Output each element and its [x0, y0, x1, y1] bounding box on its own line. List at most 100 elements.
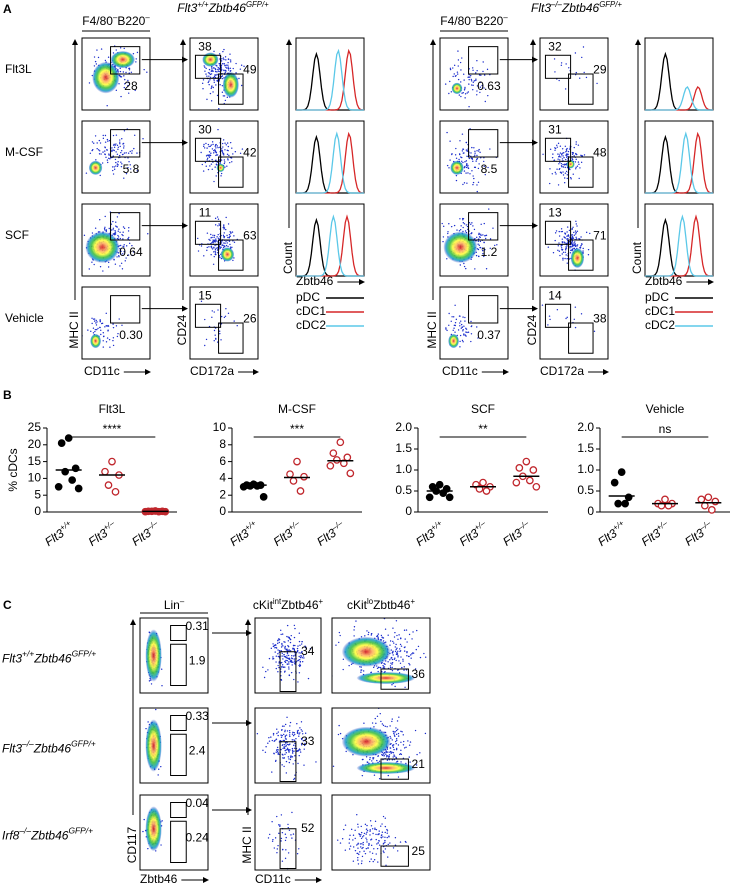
event-dot	[235, 151, 236, 152]
event-dot	[304, 748, 305, 749]
data-point	[301, 474, 307, 480]
event-dot	[542, 154, 543, 155]
text-part: –	[180, 597, 185, 606]
event-dot	[477, 191, 478, 192]
event-dot	[363, 842, 364, 843]
event-dot	[125, 72, 126, 73]
event-dot	[208, 144, 209, 145]
event-dot	[392, 659, 393, 660]
y-tick-label: 8	[219, 437, 226, 451]
event-dot	[349, 848, 350, 849]
data-point	[112, 489, 118, 495]
data-point	[65, 435, 71, 441]
event-dot	[460, 320, 461, 321]
event-dot	[388, 835, 389, 836]
x-tick-label: Flt3+/–	[456, 518, 491, 549]
event-dot	[364, 833, 365, 834]
event-dot	[208, 155, 209, 156]
event-dot	[289, 762, 290, 763]
event-dot	[368, 634, 369, 635]
event-dot	[105, 157, 106, 158]
event-dot	[218, 70, 219, 71]
event-dot	[96, 49, 97, 50]
event-dot	[385, 832, 386, 833]
event-dot	[377, 637, 378, 638]
event-dot	[204, 70, 205, 71]
event-dot	[575, 221, 576, 222]
event-dot	[212, 241, 213, 242]
event-dot	[211, 237, 212, 238]
axis-label: CD11c	[255, 872, 291, 886]
text-part: Zbtb46	[208, 1, 247, 15]
event-dot	[212, 144, 213, 145]
event-dot	[462, 340, 463, 341]
event-dot	[425, 657, 426, 658]
event-dot	[392, 745, 393, 746]
event-dot	[575, 327, 576, 328]
event-dot	[478, 163, 479, 164]
event-dot	[561, 65, 562, 66]
event-dot	[218, 223, 219, 224]
event-dot	[109, 339, 110, 340]
panel-label: A	[3, 2, 12, 16]
event-dot	[404, 747, 405, 748]
event-dot	[99, 327, 100, 328]
event-dot	[288, 636, 289, 637]
event-dot	[103, 138, 104, 139]
event-dot	[287, 663, 288, 664]
event-dot	[388, 775, 389, 776]
event-dot	[451, 91, 452, 92]
event-dot	[458, 329, 459, 330]
column-header: cKitloZbtb46+	[347, 597, 415, 613]
event-dot	[280, 634, 281, 635]
event-dot	[558, 80, 559, 81]
event-dot	[404, 630, 405, 631]
event-dot	[349, 835, 350, 836]
event-dot	[299, 641, 300, 642]
event-dot	[109, 140, 110, 141]
event-dot	[357, 857, 358, 858]
event-dot	[374, 859, 375, 860]
event-dot	[212, 141, 213, 142]
event-dot	[561, 166, 562, 167]
axis-label: Count	[281, 241, 295, 274]
event-dot	[383, 753, 384, 754]
event-dot	[96, 329, 97, 330]
event-dot	[227, 158, 228, 159]
event-dot	[468, 332, 469, 333]
event-dot	[269, 834, 270, 835]
event-dot	[561, 163, 562, 164]
event-dot	[570, 252, 571, 253]
event-dot	[383, 637, 384, 638]
event-dot	[223, 247, 224, 248]
event-dot	[302, 730, 303, 731]
event-dot	[157, 774, 158, 775]
axis-label: CD24	[175, 314, 189, 345]
event-dot	[210, 77, 211, 78]
event-dot	[221, 58, 222, 59]
event-dot	[478, 182, 479, 183]
x-tick-label: Flt3+/–	[638, 518, 673, 549]
event-dot	[397, 654, 398, 655]
event-dot	[452, 67, 453, 68]
event-dot	[463, 218, 464, 219]
event-dot	[565, 167, 566, 168]
event-dot	[358, 863, 359, 864]
event-dot	[562, 158, 563, 159]
event-dot	[392, 739, 393, 740]
event-dot	[155, 709, 156, 710]
x-tick-label: Flt3+/+	[412, 518, 447, 549]
event-dot	[476, 94, 477, 95]
event-dot	[367, 830, 368, 831]
event-dot	[107, 139, 108, 140]
event-dot	[276, 752, 277, 753]
event-dot	[458, 79, 459, 80]
event-dot	[389, 756, 390, 757]
event-dot	[470, 75, 471, 76]
event-dot	[225, 72, 226, 73]
event-dot	[282, 745, 283, 746]
group-header: Flt3–/–Zbtb46GFP/+	[531, 0, 622, 15]
event-dot	[286, 655, 287, 656]
event-dot	[91, 318, 92, 319]
event-dot	[376, 839, 377, 840]
